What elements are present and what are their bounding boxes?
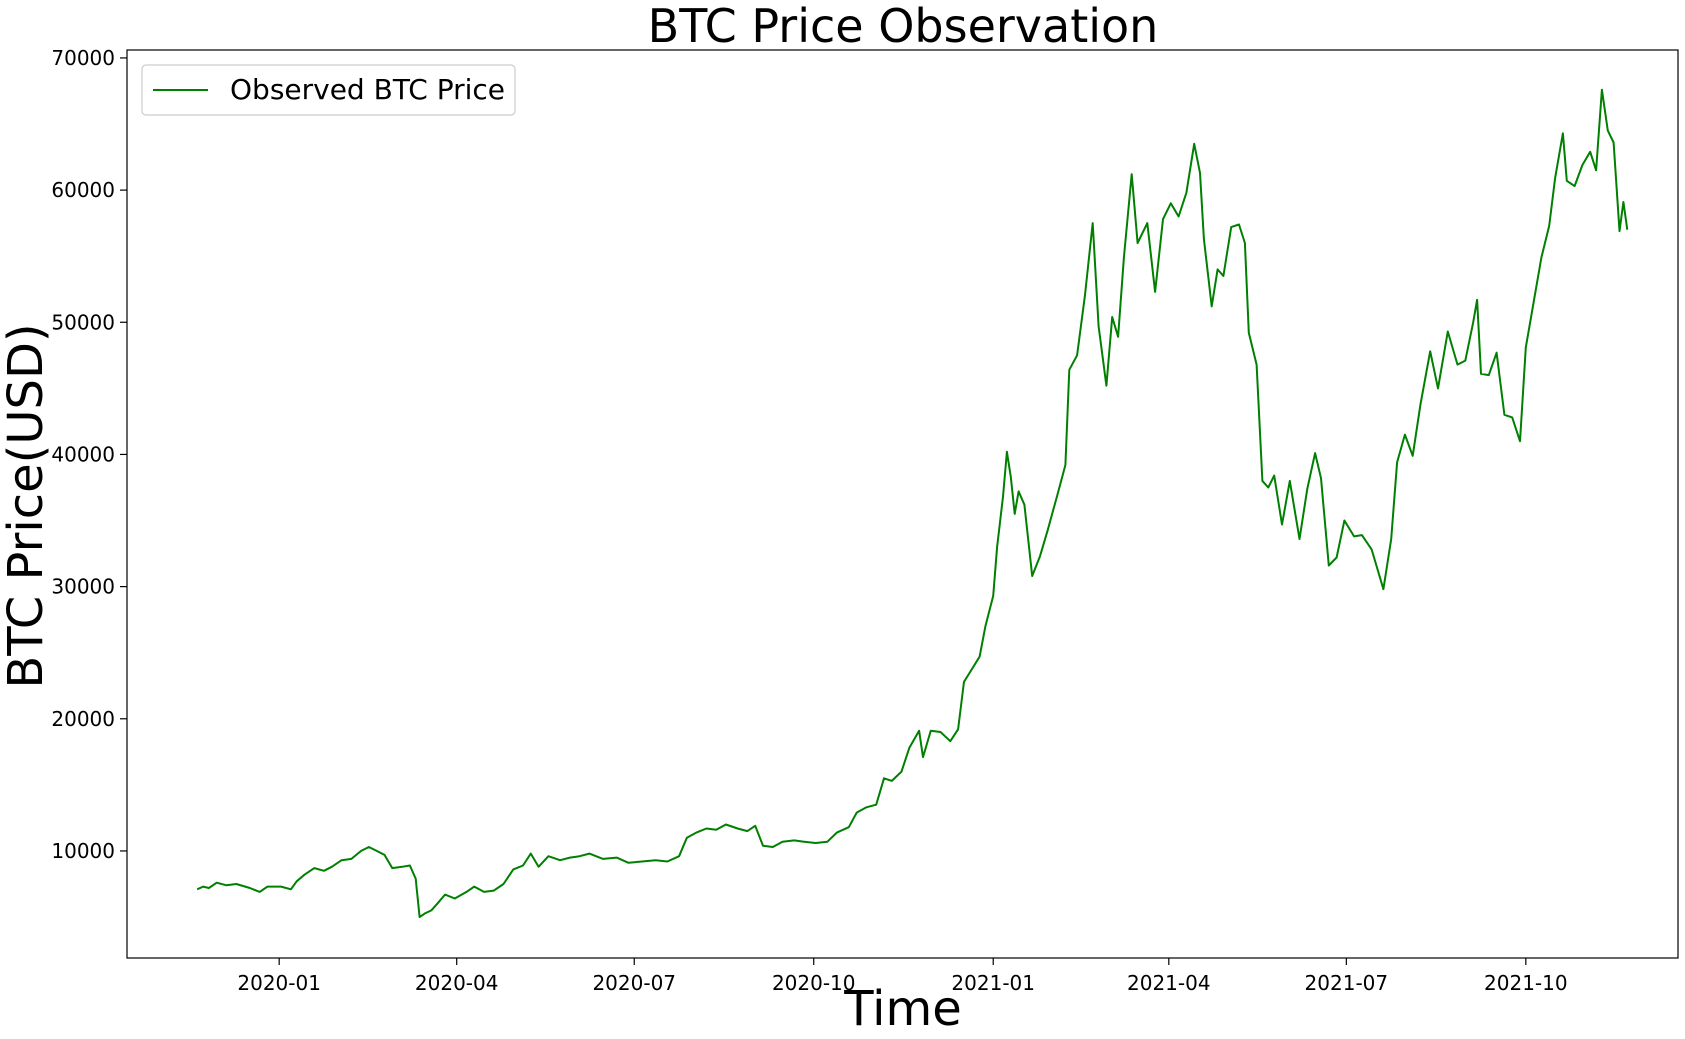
legend-box: [141, 64, 516, 116]
x-tick-label: 2020-07: [592, 971, 676, 995]
y-tick-label: 60000: [51, 178, 115, 202]
x-axis-ticks: 2020-01 2020-04 2020-07 2020-10 2021-01 2021-…: [237, 958, 1568, 995]
x-tick-label: 2021-04: [1127, 971, 1211, 995]
y-tick-label: 40000: [51, 442, 115, 466]
y-tick-label: 20000: [51, 707, 115, 731]
x-tick-label: 2021-10: [1484, 971, 1568, 995]
series-line-observed-btc-price: [196, 88, 1629, 918]
plot-frame: [126, 49, 1679, 959]
legend: Observed BTC Price: [141, 64, 516, 116]
x-tick-label: 2020-10: [772, 971, 856, 995]
y-axis-label: BTC Price(USD): [0, 323, 54, 688]
legend-label: Observed BTC Price: [230, 73, 505, 106]
y-tick-label: 30000: [51, 575, 115, 599]
x-tick-label: 2020-01: [237, 971, 321, 995]
x-tick-label: 2021-01: [951, 971, 1035, 995]
x-axis-label: Time: [843, 981, 961, 1037]
y-tick-label: 10000: [51, 839, 115, 863]
y-axis-ticks: 10000 20000 30000 40000 50000 60000 70000: [51, 46, 127, 863]
y-tick-label: 50000: [51, 310, 115, 334]
x-tick-label: 2021-07: [1305, 971, 1389, 995]
y-tick-label: 70000: [51, 46, 115, 70]
chart-title: BTC Price Observation: [648, 0, 1159, 53]
x-tick-label: 2020-04: [415, 971, 499, 995]
